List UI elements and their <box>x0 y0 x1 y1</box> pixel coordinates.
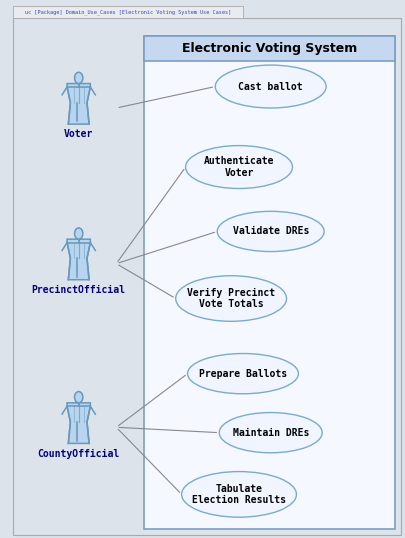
Ellipse shape <box>217 211 323 252</box>
Text: Cast ballot: Cast ballot <box>238 82 302 91</box>
FancyBboxPatch shape <box>13 18 401 535</box>
Text: PrecinctOfficial: PrecinctOfficial <box>32 285 126 295</box>
Text: Validate DREs: Validate DREs <box>232 226 308 236</box>
Ellipse shape <box>219 413 322 453</box>
Polygon shape <box>67 403 90 443</box>
Ellipse shape <box>187 353 298 394</box>
Ellipse shape <box>181 472 296 517</box>
Ellipse shape <box>175 275 286 321</box>
Text: Authenticate
Voter: Authenticate Voter <box>203 156 274 178</box>
Text: Prepare Ballots: Prepare Ballots <box>198 369 286 379</box>
Text: Tabulate
Election Results: Tabulate Election Results <box>192 484 286 505</box>
Text: Verify Precinct
Vote Totals: Verify Precinct Vote Totals <box>187 288 275 309</box>
Text: CountyOfficial: CountyOfficial <box>38 449 119 459</box>
Text: Electronic Voting System: Electronic Voting System <box>182 42 356 55</box>
Polygon shape <box>67 83 90 124</box>
FancyBboxPatch shape <box>13 6 243 18</box>
Circle shape <box>75 228 83 239</box>
Circle shape <box>75 72 83 83</box>
Polygon shape <box>67 239 90 280</box>
Circle shape <box>75 392 83 403</box>
FancyBboxPatch shape <box>144 36 394 529</box>
Ellipse shape <box>215 65 325 108</box>
Text: Voter: Voter <box>64 130 93 139</box>
Text: uc [Package] Domain_Use_Cases [Electronic Voting System Use Cases]: uc [Package] Domain_Use_Cases [Electroni… <box>25 9 231 15</box>
FancyBboxPatch shape <box>144 36 394 61</box>
Ellipse shape <box>185 146 292 188</box>
Text: Maintain DREs: Maintain DREs <box>232 428 308 438</box>
